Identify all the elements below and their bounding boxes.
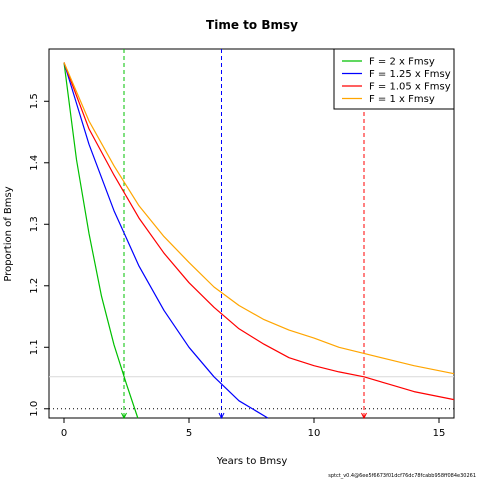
x-tick-label-3: 15 [433, 428, 446, 439]
series-line-2 [63, 62, 455, 401]
x-tick-label-2: 10 [308, 428, 321, 439]
footer-text: sptct_v0.4@6ee5f6673f01dcf76dc78fcabb958… [328, 473, 476, 479]
x-tick-label-0: 0 [61, 428, 67, 439]
series-lines [63, 62, 455, 419]
y-tick-label-0: 1.0 [29, 401, 40, 417]
reference-arrow-0 [121, 412, 127, 420]
reference-arrow-1 [218, 412, 225, 420]
x-tick-label-1: 5 [186, 428, 192, 439]
x-axis: 0 5 10 15 [61, 418, 446, 439]
y-tick-label-3: 1.3 [29, 216, 40, 232]
legend-label-2: F = 1.05 x Fmsy [369, 82, 451, 93]
x-axis-label: Years to Bmsy [216, 456, 288, 467]
series-line-3 [63, 62, 455, 375]
y-tick-label-1: 1.1 [29, 339, 40, 355]
series-line-1 [63, 62, 269, 419]
y-axis-label: Proportion of Bmsy [3, 186, 14, 281]
legend-label-0: F = 2 x Fmsy [369, 57, 435, 68]
series-line-0 [63, 62, 139, 419]
legend-label-3: F = 1 x Fmsy [369, 94, 435, 105]
y-tick-label-2: 1.2 [29, 278, 40, 294]
reference-arrow-2 [361, 412, 367, 420]
plot-border [48, 48, 455, 419]
legend-label-1: F = 1.25 x Fmsy [369, 69, 451, 80]
y-axis: 1.0 1.1 1.2 1.3 1.4 1.5 [29, 93, 49, 417]
y-tick-label-4: 1.4 [29, 155, 40, 171]
y-tick-label-5: 1.5 [29, 93, 40, 109]
chart-title: Time to Bmsy [206, 18, 298, 32]
